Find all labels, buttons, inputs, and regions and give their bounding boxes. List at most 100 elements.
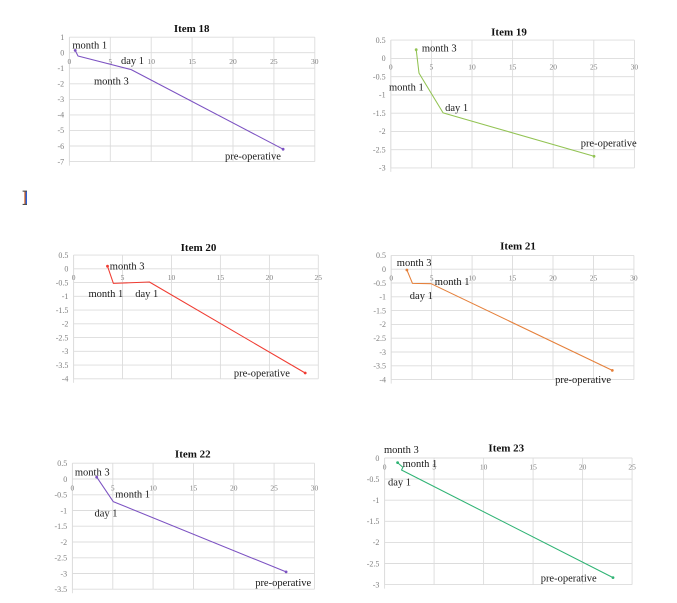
svg-text:-3: -3 bbox=[373, 580, 380, 589]
svg-text:5: 5 bbox=[108, 57, 112, 66]
svg-text:0: 0 bbox=[63, 475, 67, 484]
svg-text:30: 30 bbox=[630, 274, 638, 283]
svg-text:0: 0 bbox=[383, 462, 387, 471]
svg-text:20: 20 bbox=[230, 483, 238, 492]
svg-text:-2.5: -2.5 bbox=[367, 559, 380, 568]
svg-text:-2: -2 bbox=[62, 320, 69, 329]
svg-text:day 1: day 1 bbox=[410, 291, 433, 302]
svg-text:30: 30 bbox=[631, 63, 639, 72]
svg-text:20: 20 bbox=[266, 273, 274, 282]
svg-text:5: 5 bbox=[111, 483, 115, 492]
svg-text:25: 25 bbox=[270, 57, 278, 66]
svg-text:15: 15 bbox=[188, 57, 196, 66]
svg-text:-0.5: -0.5 bbox=[56, 278, 69, 287]
svg-text:Item 21: Item 21 bbox=[500, 240, 536, 252]
svg-text:-2.5: -2.5 bbox=[55, 554, 68, 563]
svg-text:-2.5: -2.5 bbox=[56, 333, 69, 342]
svg-text:20: 20 bbox=[229, 57, 237, 66]
svg-text:25: 25 bbox=[270, 483, 278, 492]
svg-text:-1: -1 bbox=[379, 293, 386, 302]
svg-text:month 1: month 1 bbox=[435, 277, 470, 288]
svg-text:month 1: month 1 bbox=[72, 40, 107, 51]
svg-text:-2: -2 bbox=[61, 538, 68, 547]
svg-text:-1: -1 bbox=[373, 496, 380, 505]
svg-text:pre-operative: pre-operative bbox=[541, 574, 597, 585]
svg-text:-2: -2 bbox=[379, 320, 386, 329]
svg-text:25: 25 bbox=[315, 273, 323, 282]
svg-text:5: 5 bbox=[121, 273, 125, 282]
svg-text:month 3: month 3 bbox=[384, 445, 419, 456]
svg-text:0: 0 bbox=[64, 265, 68, 274]
svg-text:-2: -2 bbox=[379, 127, 386, 136]
svg-text:-1.5: -1.5 bbox=[55, 522, 68, 531]
svg-text:pre-operative: pre-operative bbox=[555, 375, 611, 386]
svg-text:0: 0 bbox=[389, 274, 393, 283]
svg-text:0: 0 bbox=[382, 54, 386, 63]
svg-text:Item 23: Item 23 bbox=[488, 443, 524, 455]
svg-text:0: 0 bbox=[72, 273, 76, 282]
svg-text:0: 0 bbox=[68, 57, 72, 66]
svg-text:month 1: month 1 bbox=[89, 289, 124, 300]
svg-text:Item 20: Item 20 bbox=[181, 242, 217, 254]
svg-text:15: 15 bbox=[217, 273, 225, 282]
svg-text:month 1: month 1 bbox=[389, 83, 424, 94]
svg-text:10: 10 bbox=[468, 63, 476, 72]
svg-text:day 1: day 1 bbox=[95, 509, 118, 520]
svg-text:0.5: 0.5 bbox=[376, 251, 386, 260]
svg-text:-3.5: -3.5 bbox=[55, 585, 68, 594]
svg-text:-2: -2 bbox=[58, 80, 65, 89]
svg-text:month 1: month 1 bbox=[115, 489, 150, 500]
svg-text:10: 10 bbox=[149, 483, 157, 492]
svg-text:-0.5: -0.5 bbox=[373, 73, 386, 82]
svg-text:5: 5 bbox=[432, 462, 436, 471]
svg-text:-3: -3 bbox=[379, 348, 386, 357]
svg-text:-4: -4 bbox=[62, 375, 69, 384]
svg-text:-1: -1 bbox=[58, 64, 65, 73]
svg-text:20: 20 bbox=[549, 274, 557, 283]
svg-text:month 3: month 3 bbox=[75, 468, 110, 479]
svg-text:month 1: month 1 bbox=[403, 459, 438, 470]
svg-text:-0.5: -0.5 bbox=[373, 279, 386, 288]
svg-text:30: 30 bbox=[311, 57, 319, 66]
svg-text:-3: -3 bbox=[58, 95, 65, 104]
svg-text:-6: -6 bbox=[58, 142, 65, 151]
svg-text:0.5: 0.5 bbox=[376, 36, 386, 45]
svg-text:-5: -5 bbox=[58, 126, 65, 135]
svg-text:-2: -2 bbox=[373, 538, 380, 547]
svg-text:10: 10 bbox=[147, 57, 155, 66]
svg-text:day 1: day 1 bbox=[445, 103, 468, 114]
svg-text:month 3: month 3 bbox=[94, 77, 129, 88]
svg-text:15: 15 bbox=[509, 63, 517, 72]
svg-text:pre-operative: pre-operative bbox=[225, 152, 281, 163]
svg-text:0: 0 bbox=[71, 483, 75, 492]
svg-text:0: 0 bbox=[382, 265, 386, 274]
svg-text:20: 20 bbox=[579, 462, 587, 471]
svg-text:10: 10 bbox=[480, 462, 488, 471]
svg-text:25: 25 bbox=[628, 462, 636, 471]
svg-text:25: 25 bbox=[590, 274, 598, 283]
svg-text:-3: -3 bbox=[62, 347, 69, 356]
svg-text:-3.5: -3.5 bbox=[56, 361, 69, 370]
svg-text:0.5: 0.5 bbox=[57, 459, 67, 468]
svg-text:day 1: day 1 bbox=[388, 478, 411, 489]
svg-text:-3: -3 bbox=[379, 164, 386, 173]
svg-text:-2.5: -2.5 bbox=[373, 334, 386, 343]
svg-text:25: 25 bbox=[590, 63, 598, 72]
svg-text:pre-operative: pre-operative bbox=[234, 368, 290, 379]
svg-text:month 3: month 3 bbox=[397, 258, 432, 269]
svg-text:0: 0 bbox=[375, 454, 379, 463]
svg-text:-3: -3 bbox=[61, 569, 68, 578]
svg-text:-7: -7 bbox=[58, 157, 65, 166]
svg-text:-1.5: -1.5 bbox=[367, 517, 380, 526]
svg-text:-4: -4 bbox=[58, 111, 65, 120]
svg-text:-0.5: -0.5 bbox=[367, 475, 380, 484]
svg-text:-4: -4 bbox=[379, 375, 386, 384]
svg-text:15: 15 bbox=[529, 462, 537, 471]
svg-text:15: 15 bbox=[509, 274, 517, 283]
svg-text:0.5: 0.5 bbox=[58, 251, 68, 260]
svg-text:-1: -1 bbox=[379, 91, 386, 100]
svg-text:10: 10 bbox=[168, 273, 176, 282]
svg-text:pre-operative: pre-operative bbox=[255, 578, 311, 589]
svg-text:Item 22: Item 22 bbox=[175, 449, 211, 461]
svg-text:day 1: day 1 bbox=[121, 56, 144, 67]
